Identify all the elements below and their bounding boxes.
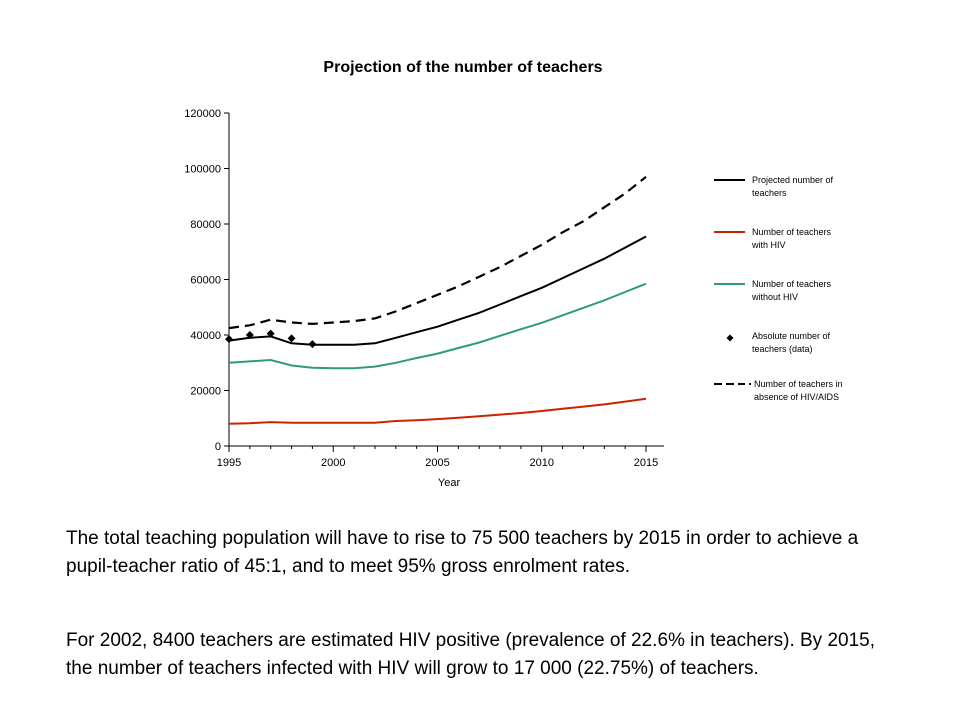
data-point-marker	[225, 335, 233, 344]
teachers-with-hiv-line	[228, 397, 647, 425]
legend-label: without HIV	[751, 292, 798, 302]
line-chart: Projection of the number of teachers 0 20…	[184, 59, 843, 489]
x-tick-label: 2010	[530, 457, 554, 469]
x-axis-label: Year	[438, 477, 461, 489]
legend-item: Absolute number of teachers (data)	[726, 331, 831, 354]
legend-label: teachers	[752, 188, 787, 198]
y-tick-label: 0	[215, 441, 221, 453]
legend-bullet	[749, 383, 751, 385]
legend-item: Number of teachers in absence of HIV/AIDS	[714, 379, 843, 402]
x-tick-label: 2005	[425, 457, 449, 469]
projected-teachers-line	[228, 235, 647, 346]
legend-item: Number of teachers without HIV	[714, 279, 832, 302]
x-tick-label: 1995	[217, 457, 241, 469]
legend-label: Number of teachers	[752, 227, 832, 237]
data-point-marker	[266, 329, 275, 338]
y-tick-label: 100000	[184, 164, 221, 176]
legend-label: teachers (data)	[752, 344, 813, 354]
teachers-no-aids-line	[228, 175, 647, 330]
paragraph-hiv: For 2002, 8400 teachers are estimated HI…	[66, 630, 876, 679]
series-layer	[225, 175, 647, 425]
y-tick-label: 40000	[190, 330, 221, 342]
legend: Projected number of teachers Number of tea…	[714, 175, 843, 402]
x-tick-label: 2000	[321, 457, 345, 469]
axes: 0 20000 40000 60000 80000 100000 120000 1995 200…	[184, 108, 664, 469]
legend-marker-diamond	[726, 334, 734, 342]
legend-label: Absolute number of	[752, 331, 831, 341]
teachers-without-hiv-line	[228, 282, 647, 370]
y-tick-label: 60000	[190, 275, 221, 287]
legend-item: Projected number of teachers	[714, 175, 834, 198]
legend-label: with HIV	[751, 240, 786, 250]
y-tick-label: 80000	[190, 219, 221, 231]
legend-label: Number of teachers in	[754, 379, 843, 389]
data-point-marker	[245, 331, 254, 339]
chart-title: Projection of the number of teachers	[323, 59, 602, 76]
legend-label: Number of teachers	[752, 279, 832, 289]
legend-label: Projected number of	[752, 175, 834, 185]
legend-item: Number of teachers with HIV	[714, 227, 832, 250]
teachers-data-markers	[225, 329, 317, 349]
data-point-marker	[308, 340, 317, 349]
paragraph-ratio: The total teaching population will have …	[66, 528, 859, 577]
y-tick-label: 120000	[184, 108, 221, 120]
legend-label: absence of HIV/AIDS	[754, 392, 839, 402]
x-tick-label: 2015	[634, 457, 658, 469]
data-point-marker	[287, 334, 296, 343]
y-tick-label: 20000	[190, 386, 221, 398]
